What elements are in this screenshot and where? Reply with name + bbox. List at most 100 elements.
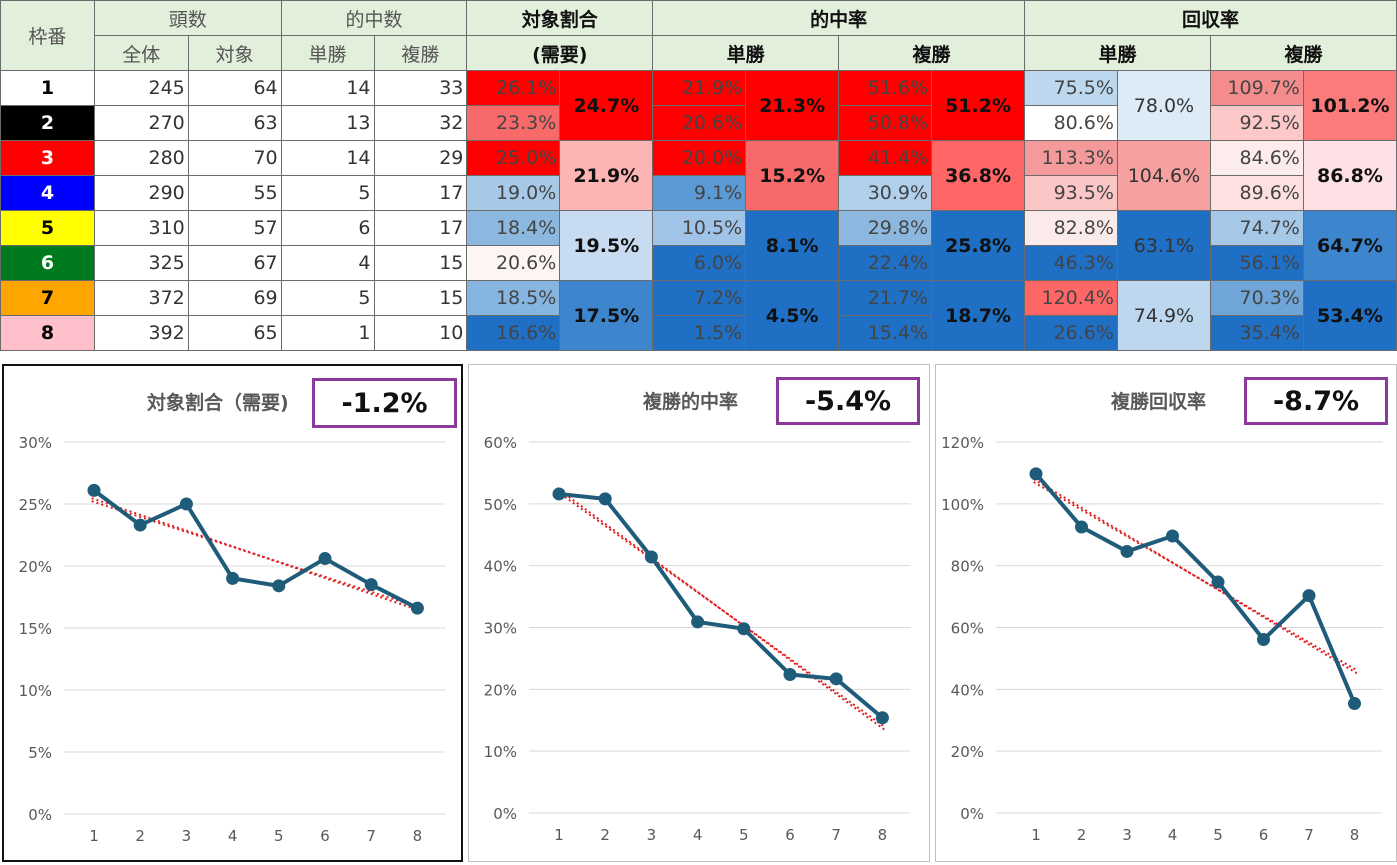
data-point [598, 492, 612, 506]
waku-cell: 6 [0, 245, 95, 281]
zentai-cell: 392 [93, 315, 189, 351]
header-tekichu-su: 的中数 [280, 0, 468, 36]
fukusho-return-cell: 92.5% [1209, 105, 1304, 141]
tansho-hit-cell: 10.5% [652, 210, 747, 246]
x-tick-label: 7 [1304, 826, 1314, 844]
fukusho-count-cell: 10 [373, 315, 468, 351]
fukusho-return-cell: 35.4% [1209, 315, 1304, 351]
x-tick-label: 6 [785, 826, 795, 844]
waku-cell: 4 [0, 175, 95, 211]
zentai-cell: 245 [93, 70, 189, 106]
fukusho-hit-cell: 29.8% [838, 210, 933, 246]
fukusho-count-cell: 17 [373, 210, 468, 246]
ratio-cell: 20.6% [466, 245, 561, 281]
zentai-cell: 372 [93, 280, 189, 316]
taisho-cell: 55 [187, 175, 282, 211]
data-point [410, 601, 424, 615]
tansho-hit-cell: 1.5% [652, 315, 747, 351]
header-fukusho: 複勝 [373, 35, 468, 71]
tansho-hit-pair-cell: 8.1% [745, 210, 840, 281]
table-row: 8 392 65 1 10 16.6% 1.5% 15.4% 26.6% 35.4% [0, 315, 1397, 351]
data-point [1075, 520, 1088, 534]
data-point [1029, 467, 1043, 481]
ratio-cell: 19.0% [466, 175, 561, 211]
chart-badge-fuku-return: -8.7% [1244, 377, 1388, 425]
tansho-hit-cell: 21.9% [652, 70, 747, 106]
fukusho-hit-pair-cell: 18.7% [931, 280, 1025, 351]
x-tick-label: 4 [228, 827, 238, 845]
data-point [875, 711, 889, 725]
waku-cell: 7 [0, 280, 95, 316]
y-tick-label: 20% [484, 681, 517, 699]
tansho-return-cell: 26.6% [1024, 315, 1118, 351]
chart-svg-fuku-hit: 0% 10% 20% 30% 40% 50% 60% 1 2 3 4 5 6 7 8 [484, 434, 911, 844]
ratio-cell: 18.5% [466, 280, 561, 316]
data-point [783, 667, 797, 681]
y-tick-label: 50% [484, 496, 517, 514]
ratio-cell: 26.1% [466, 70, 561, 106]
tansho-hit-cell: 9.1% [652, 175, 747, 211]
header-fukusho-hit: 複勝 [838, 35, 1025, 71]
fukusho-count-cell: 17 [373, 175, 468, 211]
y-tick-label: 40% [484, 558, 517, 576]
x-tick-label: 8 [413, 827, 423, 845]
zentai-cell: 280 [93, 140, 189, 176]
data-point [1211, 575, 1225, 589]
zentai-cell: 270 [93, 105, 189, 141]
chart-title-fuku-hit: 複勝的中率 [643, 391, 739, 413]
waku-cell: 8 [0, 315, 95, 351]
x-tick-label: 7 [831, 826, 841, 844]
data-point [226, 571, 240, 585]
y-tick-label: 25% [19, 496, 52, 514]
table-row: 5 310 57 6 17 18.4% 19.5% 10.5% 8.1% 29.8% 25.8% 82… [0, 210, 1397, 281]
x-tick-label: 4 [693, 826, 703, 844]
tansho-return-cell: 113.3% [1024, 140, 1118, 176]
y-tick-label: 120% [941, 434, 984, 452]
series-line [1034, 472, 1357, 705]
trend-line [556, 490, 886, 728]
data-point [1257, 633, 1270, 647]
data-point [133, 518, 147, 532]
tansho-return-cell: 82.8% [1024, 210, 1118, 246]
ratio-pair-cell: 17.5% [559, 280, 654, 351]
taisho-cell: 57 [187, 210, 282, 246]
chart-svg-fuku-return: 0% 20% 40% 60% 80% 100% 120% 1 2 3 4 5 6 7 8 [941, 434, 1383, 844]
x-tick-label: 5 [274, 827, 284, 845]
tansho-return-pair-cell: 74.9% [1116, 280, 1211, 351]
data-point [1302, 589, 1316, 603]
x-tick-label: 8 [878, 826, 888, 844]
tansho-return-pair-cell: 104.6% [1116, 140, 1211, 211]
header-waku: 枠番 [0, 0, 95, 71]
taisho-cell: 69 [187, 280, 282, 316]
fukusho-count-cell: 29 [373, 140, 468, 176]
trend-line [91, 500, 421, 609]
y-tick-label: 100% [941, 496, 984, 514]
x-tick-label: 2 [1077, 826, 1087, 844]
fukusho-return-pair-cell: 86.8% [1302, 140, 1397, 211]
x-tick-label: 6 [1259, 826, 1269, 844]
fukusho-hit-cell: 41.4% [838, 140, 933, 176]
trend-line [91, 497, 421, 612]
data-point [1348, 697, 1361, 711]
tansho-hit-cell: 7.2% [652, 280, 747, 316]
chart-title-ratio: 対象割合（需要) [147, 392, 289, 414]
ratio-cell: 25.0% [466, 140, 561, 176]
tansho-count-cell: 1 [280, 315, 375, 351]
ratio-pair-cell: 21.9% [559, 140, 654, 211]
zentai-cell: 290 [93, 175, 189, 211]
series-line [92, 488, 419, 610]
tansho-count-cell: 14 [280, 140, 375, 176]
data-point [318, 552, 332, 566]
y-tick-label: 20% [19, 558, 52, 576]
y-tick-label: 10% [484, 743, 517, 761]
tansho-return-cell: 75.5% [1024, 70, 1118, 106]
fukusho-count-cell: 15 [373, 280, 468, 316]
x-tick-label: 8 [1350, 826, 1360, 844]
y-tick-label: 10% [19, 682, 52, 700]
fukusho-count-cell: 15 [373, 245, 468, 281]
y-tick-label: 15% [19, 620, 52, 638]
y-tick-label: 0% [960, 805, 984, 823]
y-tick-label: 80% [951, 558, 984, 576]
fukusho-hit-pair-cell: 51.2% [931, 70, 1025, 141]
x-tick-label: 2 [135, 827, 145, 845]
